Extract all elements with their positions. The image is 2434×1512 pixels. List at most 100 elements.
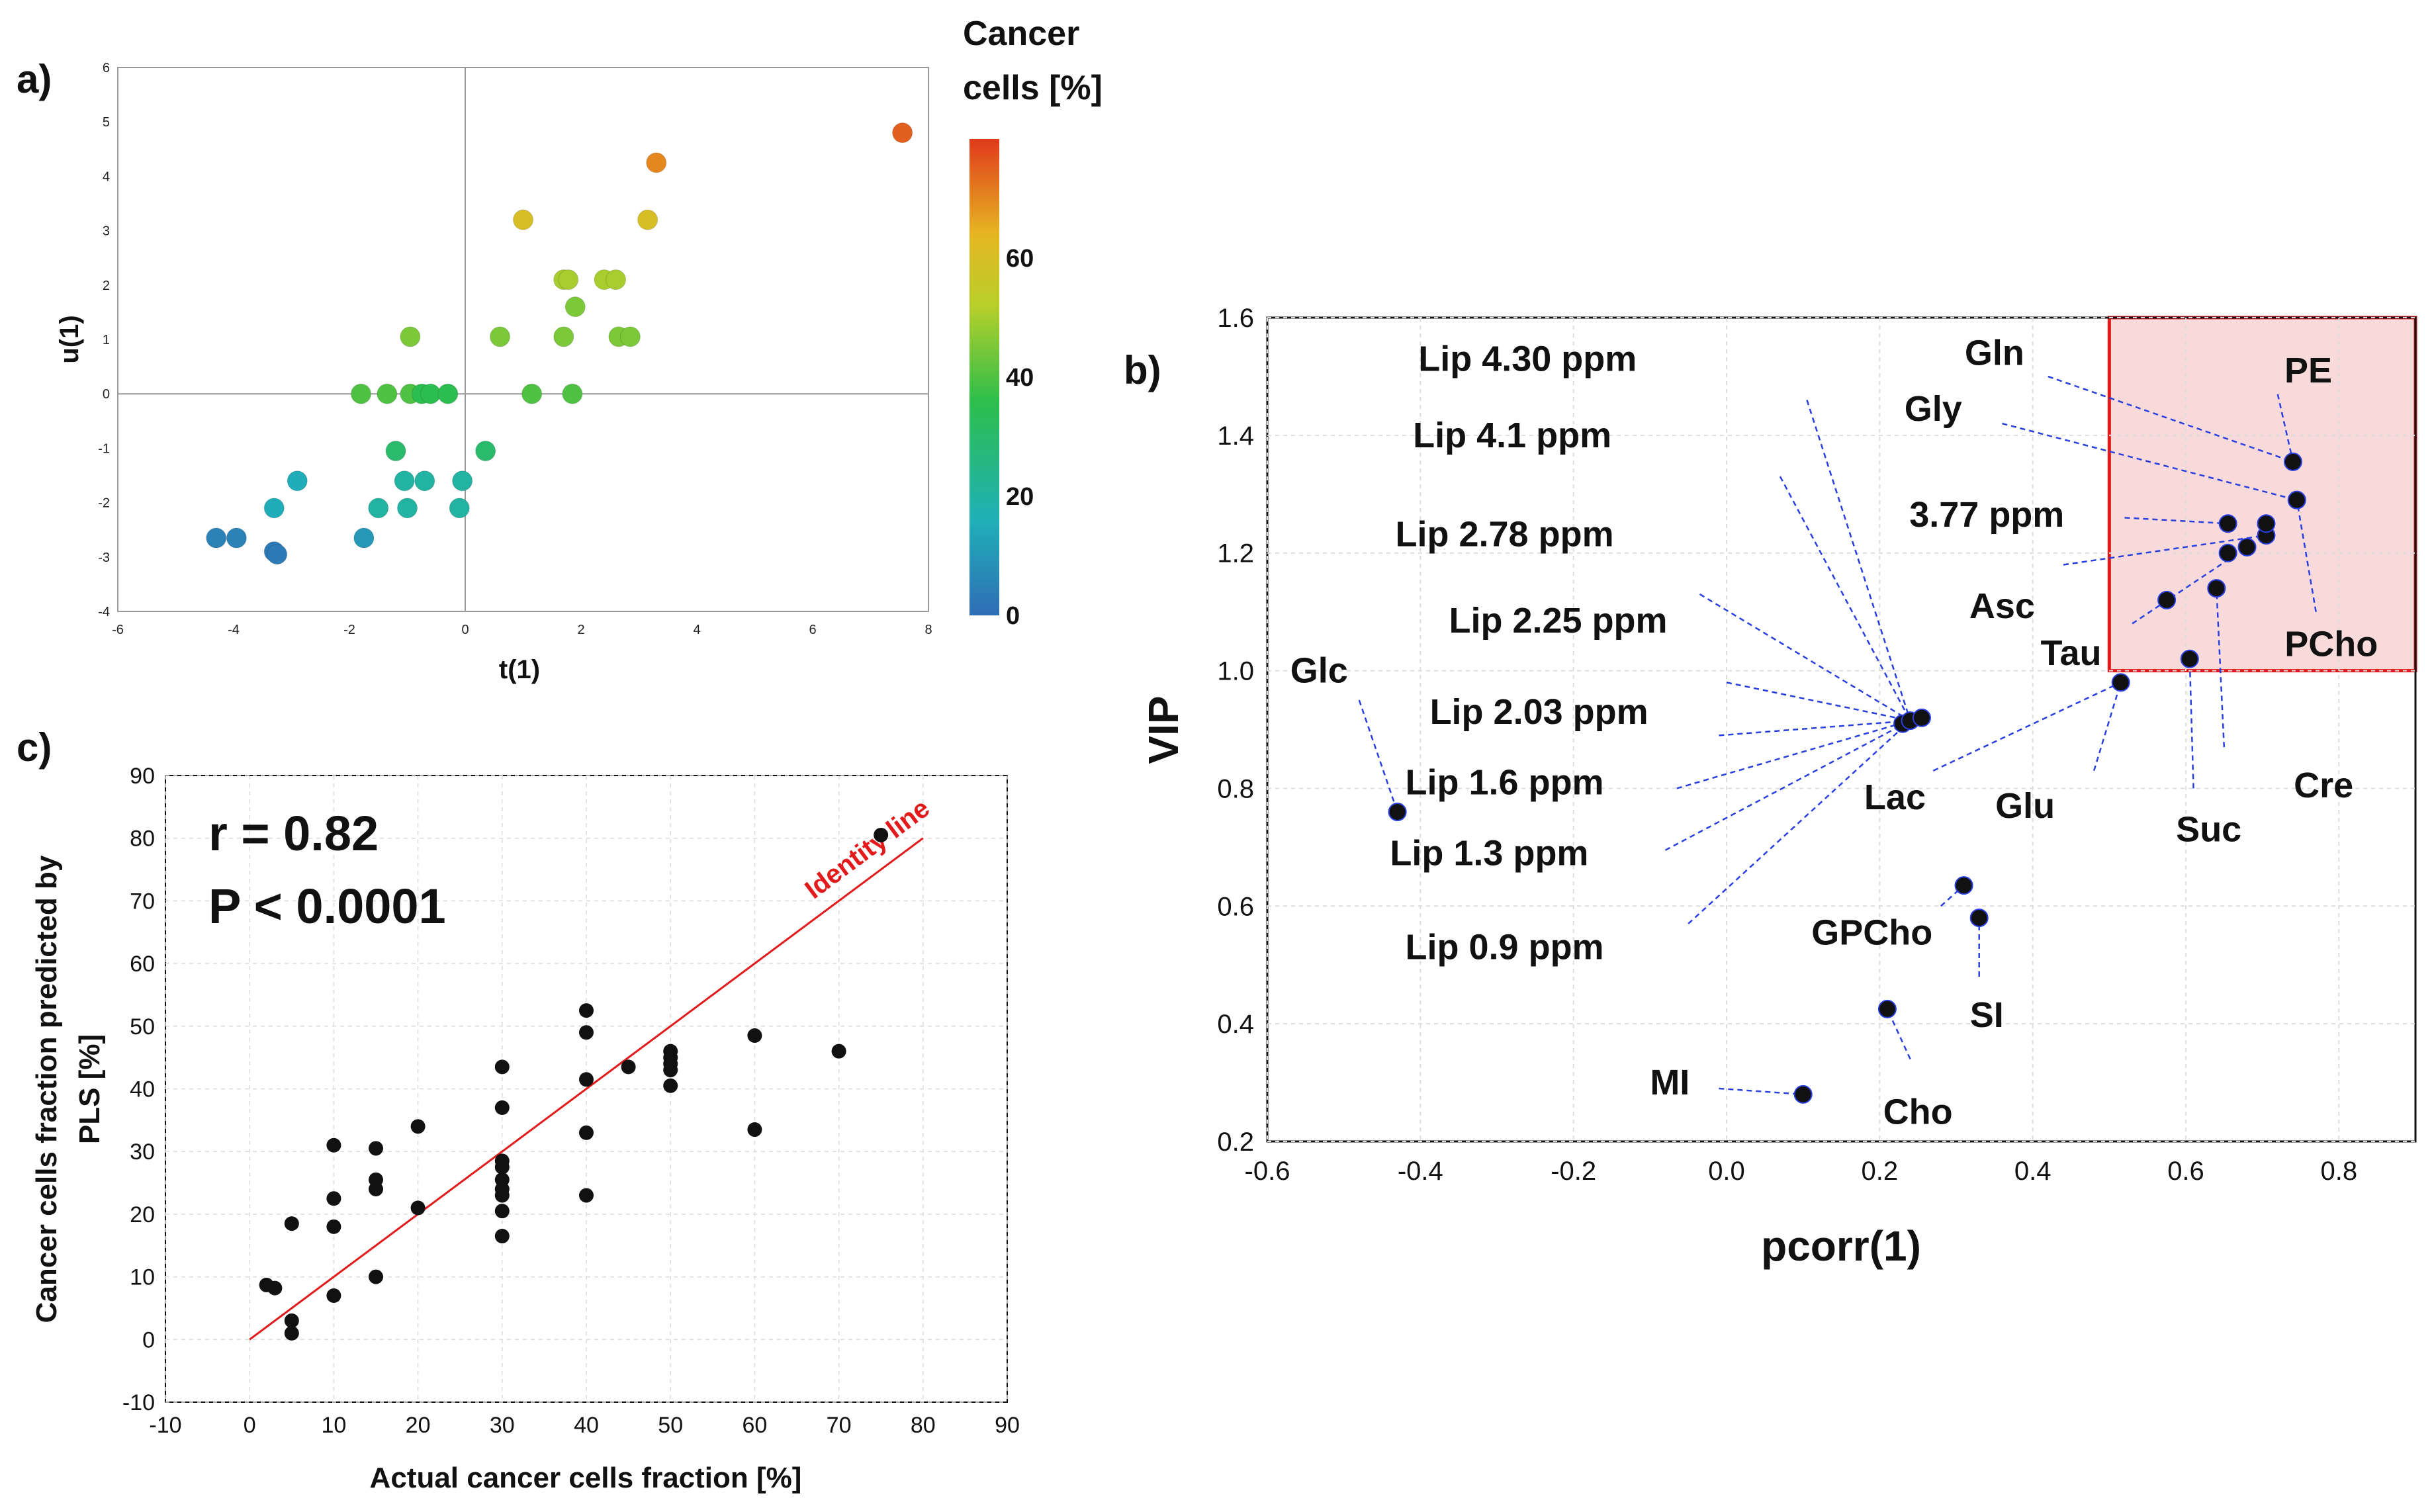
panel-b-point-12: [2218, 543, 2237, 562]
panel-c-y-tick-labels: -10 0 10 20 30 40 50 60 70 80 90: [122, 764, 155, 1415]
panel-a-y-tick-1: -3: [98, 551, 110, 565]
panel-b-label-8: Glc: [1290, 651, 1348, 691]
panel-b-x-tick-5: 0.4: [2014, 1157, 2051, 1186]
panel-b-point-11: [2207, 579, 2226, 598]
panel-c-x-tick-4: 30: [490, 1413, 515, 1438]
panel-c-y-axis-label-line2: PLS [%]: [73, 1034, 106, 1144]
panel-b-highlight-region: [2107, 316, 2417, 673]
panel-c-x-tick-10: 90: [995, 1413, 1020, 1438]
panel-a-y-tick-4: 0: [103, 387, 110, 402]
panel-c-prediction-plot: c) -10 0 10 20 30 40 50 60 70 80 90 -10 0 10 20 30 40 50…: [17, 725, 1020, 1494]
panel-a-point-13: [449, 498, 470, 519]
panel-a-point-9: [394, 470, 415, 492]
panel-b-points: [1388, 452, 2306, 1104]
panel-c-x-tick-7: 60: [742, 1413, 767, 1438]
panel-b-x-tick-2: -0.2: [1551, 1157, 1596, 1186]
panel-c-point-8: [326, 1288, 341, 1304]
panel-c-y-tick-8: 70: [130, 889, 155, 914]
panel-b-label-11: GPCho: [1811, 912, 1932, 952]
panel-c-point-2: [284, 1216, 299, 1231]
panel-b-label-15: Gln: [1965, 333, 2024, 373]
panel-a-y-tick-labels: -4 -3 -2 -1 0 1 2 3 4 5 6: [98, 61, 110, 619]
panel-c-point-25: [579, 1025, 594, 1040]
panel-a-point-12: [452, 470, 473, 492]
panel-c-point-12: [369, 1269, 383, 1284]
panel-a-point-16: [377, 383, 398, 404]
panel-b-label-1: Lip 4.1 ppm: [1413, 416, 1611, 455]
panel-c-x-tick-3: 20: [406, 1413, 431, 1438]
panel-a-point-6: [353, 527, 375, 549]
colorbar-gradient: [969, 139, 999, 615]
panel-b-label-9: Lac: [1864, 778, 1926, 817]
panel-b-label-22: Cre: [2294, 766, 2353, 805]
panel-c-point-18: [494, 1159, 510, 1175]
panel-a-x-axis-label: t(1): [499, 655, 540, 684]
panel-c-x-tick-5: 40: [574, 1413, 599, 1438]
panel-a-point-10: [397, 498, 418, 519]
panel-c-y-tick-4: 30: [130, 1139, 155, 1165]
panel-b-label-10: Glu: [1995, 786, 2055, 826]
panel-c-y-tick-0: -10: [122, 1390, 155, 1415]
panel-a-x-tick-5: 4: [693, 623, 700, 637]
panel-b-metabolite-labels: Lip 4.30 ppm Lip 4.1 ppm Lip 2.78 ppm Lip 2…: [1290, 333, 2378, 1132]
panel-c-point-35: [747, 1028, 762, 1044]
panel-c-point-24: [579, 1003, 594, 1018]
panel-b-y-tick-2: 0.6: [1217, 892, 1254, 921]
panel-b-leader-2: [1699, 593, 1911, 722]
panel-b-y-tick-5: 1.2: [1217, 539, 1254, 568]
panel-a-y-tick-6: 2: [103, 279, 110, 293]
panel-a-point-26: [564, 296, 586, 318]
panel-a-point-4: [263, 498, 285, 519]
panel-a-point-1: [226, 527, 247, 549]
panel-a-y-tick-0: -4: [98, 605, 110, 619]
panel-a-x-tick-4: 2: [577, 623, 584, 637]
panel-a-point-33: [513, 209, 533, 230]
panel-c-point-28: [579, 1188, 594, 1203]
panel-b-label-0: Lip 4.30 ppm: [1418, 339, 1637, 378]
panel-a-point-22: [521, 383, 543, 404]
panel-a-point-25: [553, 326, 574, 347]
panel-a-x-tick-2: -2: [343, 623, 355, 637]
panel-b-point-18: [2287, 490, 2306, 510]
panel-a-x-tick-6: 6: [809, 623, 816, 637]
panel-b-point-14: [2237, 537, 2257, 556]
panel-b-point-6: [1969, 909, 1989, 928]
panel-b-point-9: [2180, 649, 2199, 668]
panel-b-leader-7: [1688, 720, 1911, 924]
panel-b-label-2: Lip 2.78 ppm: [1396, 514, 1614, 554]
panel-b-x-axis-label: pcorr(1): [1761, 1222, 1921, 1270]
panel-b-leader-4: [1719, 719, 1911, 736]
panel-b-x-tick-3: 0.0: [1708, 1157, 1745, 1186]
panel-b-vip-plot: b) -0.6 -0.4 -0.2 0.0 0.2 0.4 0.6 0.8 0.2 0.4 0.6…: [1124, 304, 2417, 1270]
panel-a-point-14: [475, 441, 496, 462]
panel-a-point-15: [351, 383, 371, 404]
panel-c-point-9: [369, 1141, 383, 1156]
panel-c-point-11: [369, 1182, 383, 1197]
panel-c-y-tick-1: 0: [142, 1327, 155, 1353]
panel-b-point-0: [1388, 803, 1407, 821]
panel-b-label-6: Lip 1.3 ppm: [1390, 833, 1588, 873]
panel-b-leader-3: [1726, 682, 1911, 722]
panel-a-points: [206, 122, 913, 565]
panel-c-point-34: [663, 1078, 678, 1093]
panel-c-point-33: [663, 1063, 678, 1078]
panel-b-point-3: [1912, 708, 1931, 727]
panel-b-y-tick-0: 0.2: [1217, 1128, 1254, 1157]
panel-c-y-tick-5: 40: [130, 1077, 155, 1102]
panel-a-plot-frame: [117, 67, 929, 612]
panel-b-point-5: [1954, 876, 1973, 895]
panel-b-leader-8: [1358, 699, 1398, 813]
panel-c-x-tick-9: 80: [911, 1413, 936, 1438]
panel-b-leader-22: [2216, 588, 2226, 748]
panel-c-y-tick-9: 80: [130, 826, 155, 852]
panel-b-point-10: [2157, 590, 2177, 609]
correlation-r-value: r = 0.82: [208, 806, 379, 861]
panel-a-point-28: [558, 269, 579, 290]
panel-b-label-12: SI: [1970, 995, 2004, 1035]
panel-b-label-18: Asc: [1969, 586, 2035, 626]
panel-a-point-20: [437, 383, 459, 404]
panel-a-point-21: [400, 326, 421, 347]
